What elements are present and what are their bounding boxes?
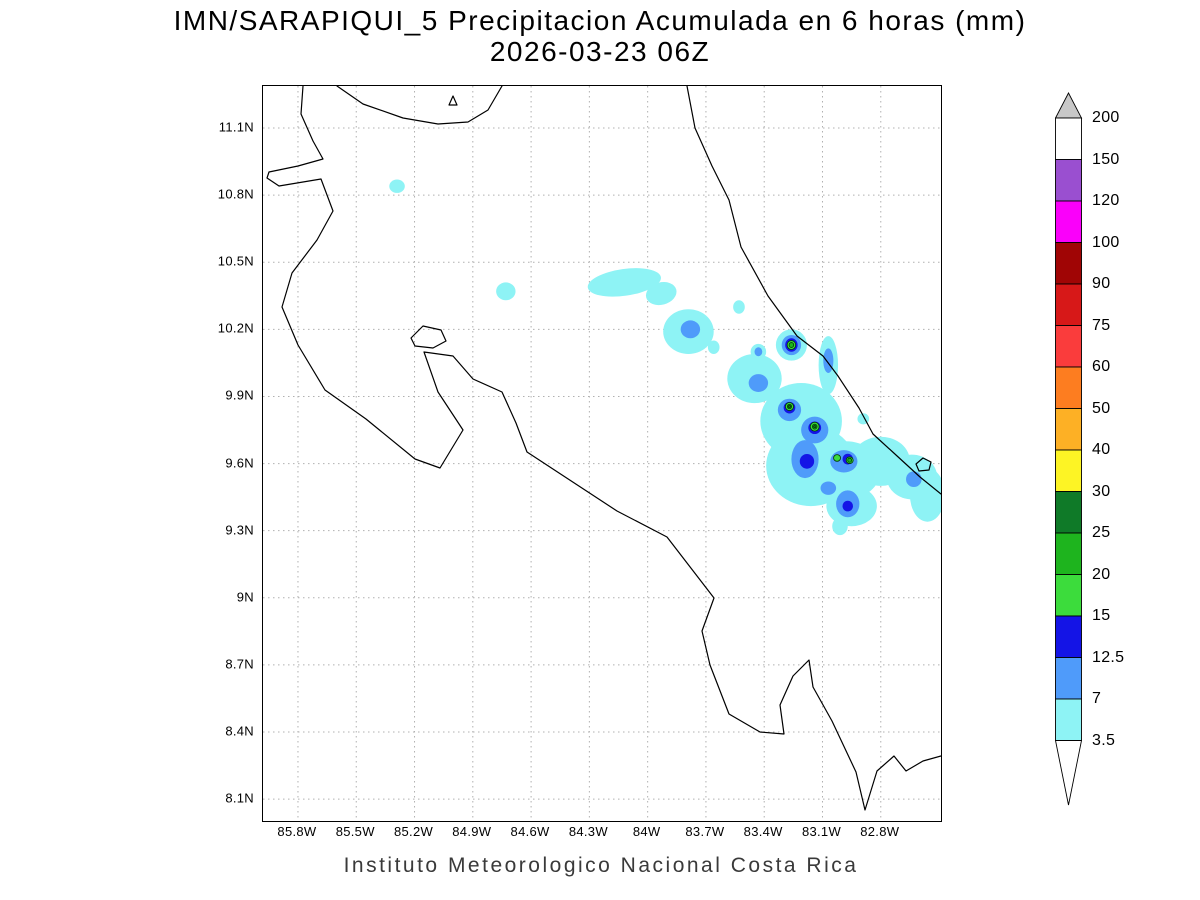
precip-cell (832, 517, 848, 536)
colorbar-tick-label: 12.5 (1092, 648, 1125, 666)
colorbar-tick-label: 60 (1092, 358, 1111, 375)
y-tick-label: 9.3N (225, 522, 254, 538)
x-tick-label: 85.5W (335, 824, 375, 839)
x-tick-label: 83.1W (801, 824, 842, 839)
precip-cell (733, 300, 745, 314)
precip-cell (748, 374, 769, 392)
x-tick-label: 85.2W (393, 824, 434, 839)
chart-title: IMN/SARAPIQUI_5 Precipitacion Acumulada … (173, 5, 1027, 36)
colorbar-tick-label: 3.5 (1092, 731, 1116, 749)
colorbar-tick-label: 120 (1092, 192, 1120, 209)
colorbar-segment (1055, 408, 1082, 451)
precip-cell (842, 500, 853, 512)
precip-cell (788, 342, 795, 348)
colorbar-segment (1055, 532, 1082, 575)
colorbar-under-range-arrow (1054, 740, 1083, 806)
colorbar-segment (1055, 242, 1082, 285)
bocas-island-outline (915, 457, 932, 472)
y-tick-label: 10.2N (217, 320, 254, 336)
colorbar-tick-label: 90 (1092, 275, 1111, 292)
colorbar-tick-label: 100 (1092, 233, 1120, 251)
colorbar-tick-label: 200 (1092, 109, 1120, 126)
precip-cell (799, 453, 815, 469)
x-tick-label: 83.7W (685, 824, 725, 839)
precip-cell (813, 425, 817, 429)
x-tick-label: 85.8W (277, 824, 317, 839)
y-tick-label: 9.9N (225, 387, 254, 403)
colorbar-segment (1055, 574, 1082, 617)
precip-cell (754, 347, 763, 357)
colorbar-segment (1055, 159, 1082, 202)
colorbar-tick-label: 25 (1092, 524, 1111, 541)
precip-cell (645, 282, 677, 306)
lake-island-marker (448, 95, 458, 106)
y-tick-label: 11.1N (218, 119, 254, 135)
colorbar-tick-label: 20 (1092, 565, 1111, 583)
colorbar-segment (1055, 200, 1082, 243)
x-tick-label: 84W (632, 824, 661, 839)
precipitation-cells-layer (389, 179, 941, 536)
precip-cell (496, 282, 516, 301)
precip-cell (847, 457, 853, 463)
y-tick-label: 9N (236, 589, 254, 605)
y-axis-latitude-labels: 11.1N 10.8N 10.5N 10.2N 9.9N 9.6N 9.3N 9N 8.7N 8.… (0, 85, 254, 820)
colorbar-legend: 200 150 120 100 90 75 60 50 40 30 25 20 15 12.5 7 3.5 (1054, 90, 1200, 815)
y-tick-label: 10.5N (217, 253, 254, 269)
caribbean-coastline (686, 86, 941, 495)
x-axis-longitude-labels: 85.8W 85.5W 85.2W 84.9W 84.6W 84.3W 84W 83.7W 83… (262, 824, 940, 846)
colorbar-segment (1055, 366, 1082, 409)
isla-chira-outline (410, 325, 447, 349)
y-tick-label: 10.8N (217, 186, 254, 202)
colorbar-tick-label: 30 (1092, 482, 1111, 500)
colorbar-tick-label: 15 (1092, 607, 1111, 624)
coastline-layer (266, 86, 941, 811)
colorbar-segment (1055, 325, 1082, 368)
footer-caption: Instituto Meteorologico Nacional Costa R… (343, 854, 859, 877)
chart-subtitle-datetime: 2026-03-23 06Z (489, 36, 711, 67)
colorbar-tick-label: 50 (1092, 399, 1111, 417)
colorbar-segment (1055, 283, 1082, 326)
colorbar-segment (1055, 657, 1082, 700)
x-tick-label: 84.6W (510, 824, 550, 839)
y-tick-label: 9.6N (225, 455, 254, 471)
x-tick-label: 84.9W (452, 824, 492, 839)
precip-cell (833, 454, 841, 462)
precip-cell (820, 481, 837, 495)
precip-cell (680, 320, 701, 339)
colorbar-segment (1055, 117, 1082, 160)
map-svg (263, 86, 941, 821)
colorbar-segment (1055, 491, 1082, 534)
colorbar-svg (1054, 92, 1083, 806)
colorbar-over-range-arrow (1054, 92, 1083, 119)
precip-cell (707, 340, 720, 354)
colorbar-segment (1055, 449, 1082, 492)
colorbar-tick-label: 7 (1092, 690, 1102, 707)
colorbar-tick-label: 150 (1092, 150, 1120, 168)
precip-cell (389, 179, 405, 193)
x-tick-label: 82.8W (860, 824, 900, 839)
y-tick-label: 8.1N (225, 790, 254, 806)
colorbar-tick-label: 75 (1092, 316, 1111, 334)
map-plot-area (262, 85, 942, 822)
lake-nicaragua-shore (336, 86, 503, 125)
y-tick-label: 8.4N (225, 723, 254, 739)
colorbar-tick-label: 40 (1092, 441, 1111, 458)
y-tick-label: 8.7N (225, 656, 254, 672)
precip-cell (787, 405, 792, 409)
pacific-coastline (266, 86, 941, 811)
precip-cell (906, 471, 922, 488)
colorbar-segment (1055, 698, 1082, 741)
x-tick-label: 84.3W (568, 824, 608, 839)
x-tick-label: 83.4W (743, 824, 783, 839)
precip-cell (823, 348, 834, 373)
colorbar-segment (1055, 615, 1082, 658)
precip-cell (587, 268, 661, 297)
